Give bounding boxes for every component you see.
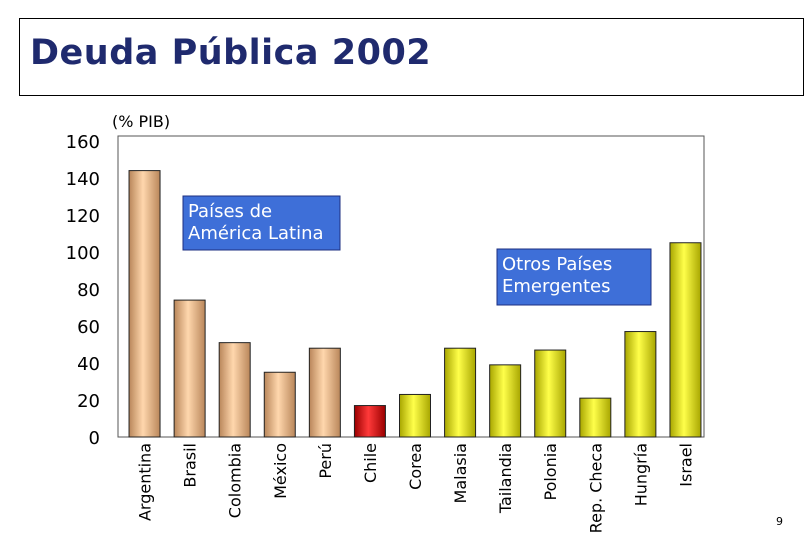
x-tick-label: Israel (676, 443, 695, 487)
y-tick-label: 140 (66, 169, 100, 190)
bar-tailandia (489, 364, 522, 438)
title-box: Deuda Pública 2002 (19, 18, 804, 96)
bar-malasia (444, 347, 477, 438)
bar-méxico (263, 371, 296, 438)
bar-brasil (173, 299, 206, 438)
bars (128, 170, 702, 438)
y-tick-label: 60 (77, 317, 100, 338)
bar-perú (308, 347, 341, 438)
y-tick-label: 40 (77, 354, 100, 375)
bar-israel (669, 242, 702, 438)
x-tick-label: Hungría (631, 443, 650, 506)
annotation-box (496, 248, 652, 306)
y-tick-label: 20 (77, 391, 100, 412)
x-tick-label: Malasia (451, 443, 470, 503)
x-tick-label: Brasil (181, 443, 200, 488)
annotation-text: Otros Países (502, 254, 612, 275)
x-tick-label: Tailandia (496, 443, 515, 514)
bar-rep-checa (579, 397, 612, 438)
x-tick-label: Rep. Checa (586, 443, 605, 533)
bar-hungría (624, 331, 657, 438)
page-title: Deuda Pública 2002 (30, 33, 432, 73)
page-number: 9 (776, 515, 783, 528)
y-axis-tick-labels: 0 20 40 60 80 100 120 140 160 (66, 132, 100, 449)
annotation-text: Países de (188, 201, 272, 222)
bar-corea (399, 393, 431, 438)
annotation-text: América Latina (188, 223, 324, 244)
x-tick-label: Colombia (226, 443, 245, 518)
y-tick-label: 100 (66, 243, 100, 264)
bar-polonia (534, 349, 567, 438)
bar-argentina (128, 170, 161, 438)
y-axis-label: (% PIB) (112, 112, 170, 131)
y-tick-label: 80 (77, 280, 100, 301)
x-tick-label: Corea (406, 443, 425, 490)
x-axis-tick-labels: Argentina Brasil Colombia México Perú Chile Co… (136, 443, 696, 533)
x-tick-label: Argentina (136, 443, 155, 521)
annotation-text: Emergentes (502, 276, 610, 297)
y-tick-label: 120 (66, 206, 100, 227)
y-tick-label: 160 (66, 132, 100, 153)
bar-colombia (218, 342, 251, 438)
x-tick-label: Polonia (541, 443, 560, 501)
x-tick-label: México (271, 443, 290, 499)
x-tick-label: Chile (361, 443, 380, 483)
y-tick-label: 0 (89, 428, 100, 449)
x-tick-label: Perú (316, 443, 335, 479)
annotation-box (182, 195, 341, 251)
bar-chile (353, 405, 386, 438)
